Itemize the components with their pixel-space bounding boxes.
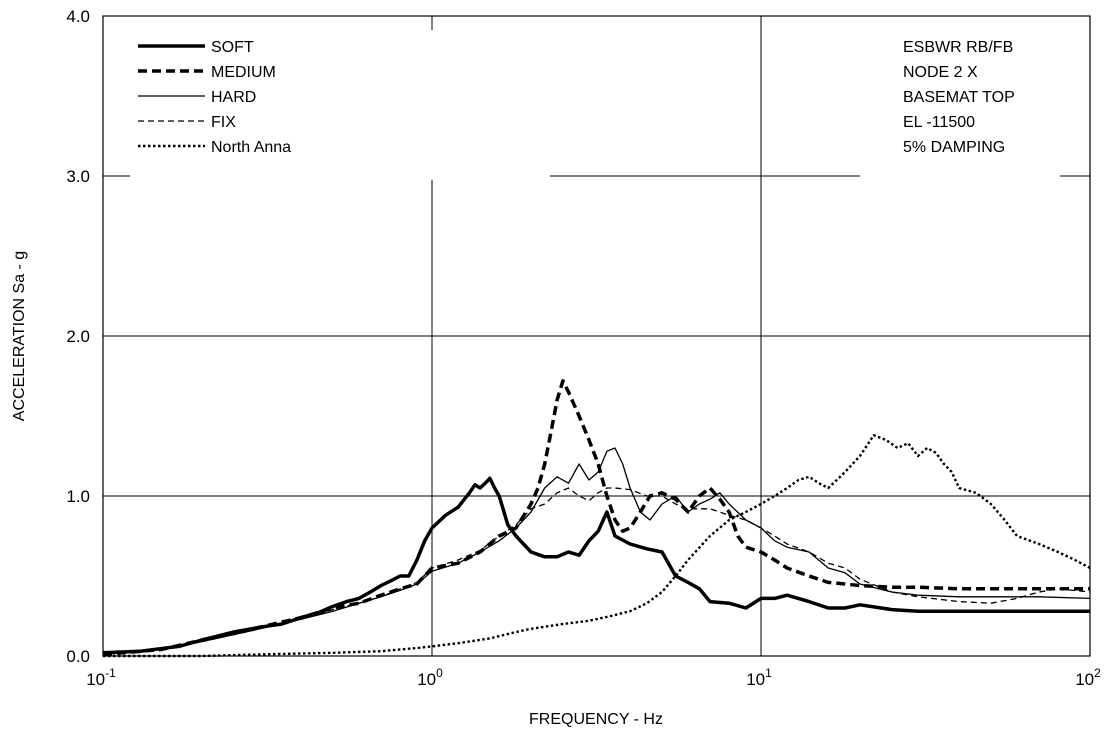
x-tick-exponent: 0 (436, 666, 443, 680)
y-tick-label: 4.0 (66, 7, 90, 26)
series-hard-line (102, 447, 1091, 656)
x-tick-exponent: -1 (105, 666, 116, 680)
series-layer (102, 379, 1091, 658)
annotation-line: 5% DAMPING (903, 139, 1005, 156)
x-tick-label: 101 (746, 666, 772, 689)
annotation-line: EL -11500 (903, 114, 975, 131)
x-tick-base: 10 (417, 670, 436, 689)
series-medium-line (102, 379, 1090, 657)
legend-label-medium: MEDIUM (211, 64, 276, 81)
annotation-block: ESBWR RB/FB NODE 2 X BASEMAT TOP EL -11500 5… (903, 39, 1015, 156)
series-soft-line (102, 476, 1090, 655)
series-north-anna-line (103, 434, 1091, 658)
legend-label-soft: SOFT (211, 39, 254, 56)
grid-layer (103, 16, 1090, 656)
annotation-line: NODE 2 X (903, 64, 978, 81)
annotation-background (860, 30, 1060, 180)
legend-label-fix: FIX (211, 114, 236, 131)
tick-labels: 0.01.02.03.04.010-1 100 101 102 (66, 7, 1101, 689)
y-tick-label: 3.0 (66, 167, 90, 186)
legend: SOFT MEDIUM HARD FIX North Anna (138, 39, 291, 156)
legend-background (130, 30, 550, 180)
annotation-line: BASEMAT TOP (903, 89, 1015, 106)
y-tick-label: 1.0 (66, 487, 90, 506)
x-tick-label: 10-1 (86, 666, 116, 689)
y-tick-label: 0.0 (66, 647, 90, 666)
x-axis-title: FREQUENCY - Hz (529, 711, 663, 728)
x-tick-base: 10 (1075, 670, 1094, 689)
legend-label-hard: HARD (211, 89, 256, 106)
y-tick-label: 2.0 (66, 327, 90, 346)
x-tick-base: 10 (86, 670, 105, 689)
x-tick-label: 102 (1075, 666, 1101, 689)
x-tick-base: 10 (746, 670, 765, 689)
y-axis-title: ACCELERATION Sa - g (11, 251, 28, 421)
plot-frame (102, 15, 1091, 657)
legend-label-north-anna: North Anna (211, 139, 291, 156)
x-tick-exponent: 1 (765, 666, 772, 680)
x-tick-label: 100 (417, 666, 443, 689)
annotation-line: ESBWR RB/FB (903, 39, 1013, 56)
x-tick-exponent: 2 (1094, 666, 1101, 680)
